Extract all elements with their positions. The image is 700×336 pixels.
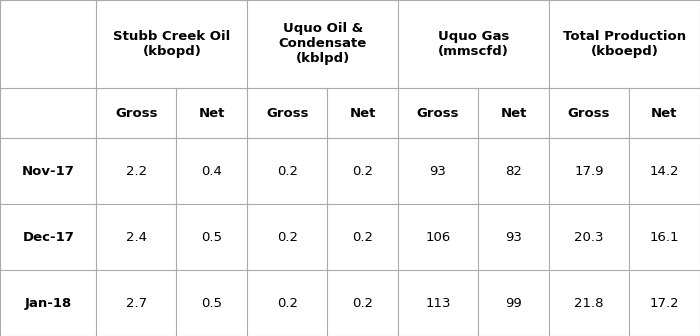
Text: 0.2: 0.2	[276, 297, 298, 309]
Text: 0.2: 0.2	[352, 165, 373, 178]
Text: 17.9: 17.9	[574, 165, 603, 178]
Text: 17.2: 17.2	[650, 297, 679, 309]
Text: 99: 99	[505, 297, 522, 309]
Text: Nov-17: Nov-17	[22, 165, 75, 178]
Text: 0.2: 0.2	[276, 231, 298, 244]
Text: Gross: Gross	[266, 107, 309, 120]
Text: Net: Net	[651, 107, 678, 120]
Text: Stubb Creek Oil
(kbopd): Stubb Creek Oil (kbopd)	[113, 30, 230, 58]
Text: 16.1: 16.1	[650, 231, 679, 244]
Text: 0.2: 0.2	[352, 231, 373, 244]
Text: 2.4: 2.4	[126, 231, 147, 244]
Text: 93: 93	[505, 231, 522, 244]
Text: Total Production
(kboepd): Total Production (kboepd)	[563, 30, 686, 58]
Text: Gross: Gross	[568, 107, 610, 120]
Text: Net: Net	[349, 107, 376, 120]
Text: 0.5: 0.5	[201, 231, 222, 244]
Text: Uquo Gas
(mmscfd): Uquo Gas (mmscfd)	[438, 30, 510, 58]
Text: Net: Net	[199, 107, 225, 120]
Text: Net: Net	[500, 107, 526, 120]
Text: Dec-17: Dec-17	[22, 231, 74, 244]
Text: 2.2: 2.2	[126, 165, 147, 178]
Text: 93: 93	[430, 165, 447, 178]
Text: Uquo Oil &
Condensate
(kblpd): Uquo Oil & Condensate (kblpd)	[279, 23, 367, 66]
Text: 20.3: 20.3	[574, 231, 603, 244]
Text: Gross: Gross	[115, 107, 158, 120]
Text: Gross: Gross	[416, 107, 459, 120]
Text: 0.2: 0.2	[352, 297, 373, 309]
Text: Jan-18: Jan-18	[25, 297, 72, 309]
Text: 0.4: 0.4	[201, 165, 222, 178]
Text: 2.7: 2.7	[126, 297, 147, 309]
Text: 0.2: 0.2	[276, 165, 298, 178]
Text: 113: 113	[426, 297, 451, 309]
Text: 82: 82	[505, 165, 522, 178]
Text: 106: 106	[426, 231, 451, 244]
Text: 14.2: 14.2	[650, 165, 679, 178]
Text: 21.8: 21.8	[574, 297, 603, 309]
Text: 0.5: 0.5	[201, 297, 222, 309]
